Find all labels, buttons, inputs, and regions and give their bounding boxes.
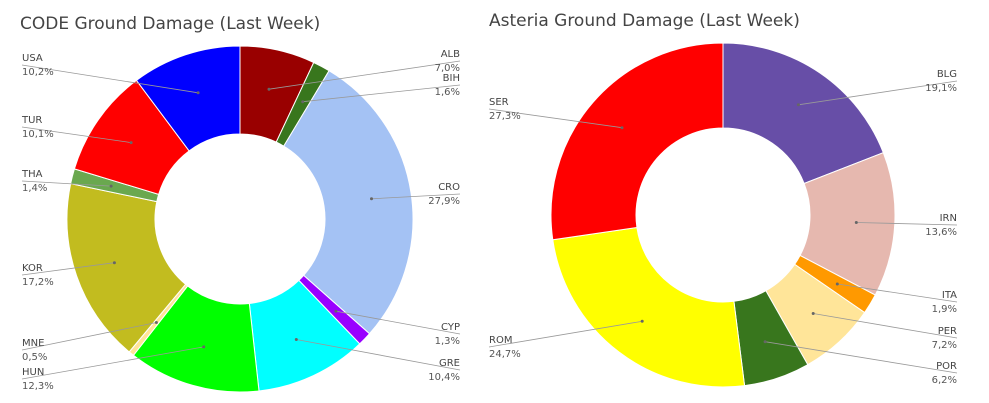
leader-dot-cyp [334, 309, 338, 313]
slice-value-por: 6,2% [932, 375, 957, 386]
slice-label-ser: SER [489, 97, 509, 108]
slice-value-rom: 24,7% [489, 349, 521, 360]
code-ground-damage-chart: CODE Ground Damage (Last Week) ALB 7,0%BI… [20, 14, 460, 393]
slice-label-hun: HUN [22, 367, 44, 378]
leader-line-mne [21, 322, 157, 351]
chart-title: CODE Ground Damage (Last Week) [20, 14, 320, 34]
leader-line-kor [21, 262, 115, 276]
slice-value-tur: 10,1% [22, 129, 54, 140]
slice-value-cyp: 1,3% [435, 336, 460, 347]
slice-rom [552, 226, 746, 388]
leader-dot-blg [796, 103, 800, 107]
pie-slices [550, 42, 896, 388]
leader-line-alb [268, 60, 461, 90]
slice-label-usa: USA [22, 53, 43, 64]
slice-cro [283, 70, 414, 335]
slice-label-por: POR [936, 361, 957, 372]
leader-dot-ita [835, 282, 839, 286]
slice-value-per: 7,2% [932, 340, 957, 351]
leader-line-gre [296, 339, 461, 371]
slice-blg [722, 42, 884, 185]
slice-ser [550, 42, 724, 241]
leader-line-ser [488, 108, 623, 129]
leader-dot-por [763, 340, 767, 344]
slice-kor [66, 183, 187, 353]
leader-line-irn [856, 222, 958, 226]
slice-usa [135, 45, 241, 152]
slice-value-usa: 10,2% [22, 67, 54, 78]
slice-label-cyp: CYP [441, 322, 460, 333]
slice-label-tur: TUR [21, 115, 42, 126]
slice-label-alb: ALB [441, 49, 460, 60]
slice-label-tha: THA [21, 169, 43, 180]
slice-value-cro: 27,9% [428, 196, 460, 207]
leader-line-cyp [335, 310, 461, 335]
slice-value-alb: 7,0% [435, 63, 460, 74]
slice-value-gre: 10,4% [428, 372, 460, 383]
leader-line-por [765, 341, 958, 374]
leader-line-bih [302, 84, 461, 103]
slice-value-tha: 1,4% [22, 183, 47, 194]
leader-line-per [813, 313, 958, 339]
chart-title: Asteria Ground Damage (Last Week) [489, 11, 800, 31]
slice-labels: BLG 19,1% IRN 13,6% ITA 1,9% PER 7,2% POR 6,2% ROM… [488, 69, 958, 386]
leader-line-tha [21, 180, 112, 187]
leader-dot-usa [196, 91, 200, 95]
leader-line-hun [21, 346, 204, 380]
leader-dot-per [811, 312, 815, 315]
slice-label-irn: IRN [940, 213, 957, 224]
leader-dot-kor [112, 261, 116, 265]
leader-line-rom [488, 320, 643, 348]
leader-dot-rom [640, 319, 644, 323]
slice-value-ita: 1,9% [932, 304, 957, 315]
leader-dot-ser [620, 126, 624, 130]
leader-dot-alb [267, 87, 271, 91]
slice-value-bih: 1,6% [435, 87, 460, 98]
slice-label-kor: KOR [22, 263, 43, 274]
leader-dot-tur [129, 141, 133, 145]
leader-line-cro [371, 193, 461, 200]
leader-dot-tha [109, 184, 113, 188]
slice-value-hun: 12,3% [22, 381, 54, 392]
leader-dot-cro [370, 197, 373, 201]
slice-label-bih: BIH [443, 73, 460, 84]
leader-dot-mne [154, 321, 158, 324]
asteria-ground-damage-chart: Asteria Ground Damage (Last Week) BLG 19,… [488, 11, 958, 388]
slice-value-mne: 0,5% [22, 352, 47, 363]
leader-line-usa [21, 64, 199, 94]
slice-value-ser: 27,3% [489, 111, 521, 122]
leader-dot-irn [854, 221, 858, 224]
slice-value-blg: 19,1% [925, 83, 957, 94]
slice-value-irn: 13,6% [925, 227, 957, 238]
slice-label-per: PER [938, 326, 957, 337]
leader-line-blg [798, 80, 958, 106]
leader-dot-gre [294, 338, 298, 341]
pie-slices [66, 45, 414, 393]
slice-label-mne: MNE [22, 338, 44, 349]
slice-label-rom: ROM [489, 335, 512, 346]
slice-label-ita: ITA [942, 290, 957, 301]
slice-value-kor: 17,2% [22, 277, 54, 288]
leader-line-tur [21, 126, 132, 143]
leader-line-ita [837, 283, 958, 303]
leader-dot-hun [202, 345, 206, 349]
slice-label-blg: BLG [937, 69, 957, 80]
slice-labels: ALB 7,0%BIH 1,6% CRO 27,9% CYP 1,3% GRE 10,4% HUN… [21, 49, 460, 392]
leader-dot-bih [301, 100, 305, 104]
slice-label-cro: CRO [438, 182, 460, 193]
slice-label-gre: GRE [439, 358, 460, 369]
